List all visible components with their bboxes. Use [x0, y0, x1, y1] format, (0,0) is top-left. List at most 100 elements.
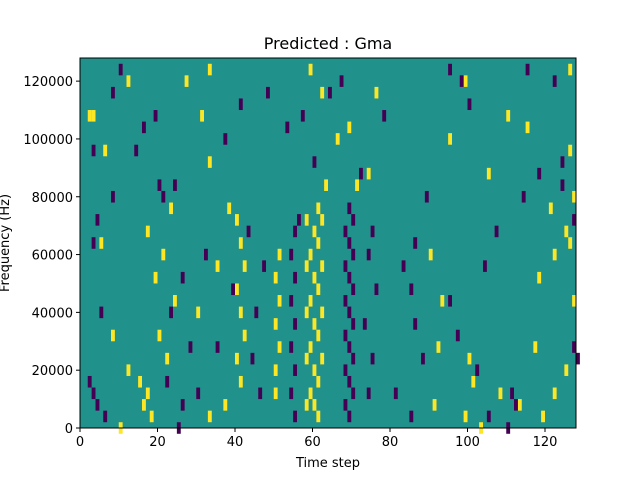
heatmap-cell-low — [339, 75, 344, 87]
heatmap-cell-high — [308, 248, 313, 261]
heatmap-cell-low — [351, 387, 356, 400]
heatmap-cell-low — [343, 399, 348, 411]
heatmap-cell-high — [161, 248, 166, 261]
heatmap-cell-low — [204, 248, 208, 261]
heatmap-cell-high — [304, 399, 309, 411]
heatmap-cell-high — [324, 179, 328, 191]
heatmap-cell-high — [463, 75, 468, 87]
heatmap-cell-low — [343, 329, 348, 342]
heatmap-cell-high — [312, 271, 317, 284]
heatmap-cells — [87, 63, 580, 434]
heatmap-cell-high — [273, 318, 278, 330]
heatmap-cell-high — [552, 387, 557, 400]
heatmap-cell-high — [572, 295, 576, 307]
heatmap-cell-high — [87, 110, 92, 122]
heatmap-cell-high — [235, 352, 239, 365]
heatmap-cell-high — [304, 306, 309, 319]
heatmap-cell-low — [514, 399, 518, 411]
heatmap-cell-low — [409, 283, 414, 296]
heatmap-cell-high — [184, 75, 189, 87]
heatmap-cell-low — [459, 75, 464, 87]
heatmap-cell-high — [428, 248, 433, 261]
y-tick-label: 100000 — [23, 133, 73, 148]
heatmap-cell-low — [293, 318, 297, 330]
heatmap-cell-low — [246, 225, 251, 238]
heatmap-cell-high — [355, 179, 359, 191]
heatmap-cell-high — [308, 387, 313, 400]
heatmap-cell-low — [180, 399, 185, 411]
heatmap-cell-high — [525, 121, 530, 134]
heatmap-cell-low — [347, 202, 352, 215]
heatmap-cell-low — [312, 156, 317, 168]
heatmap-cell-low — [374, 283, 379, 296]
heatmap-cell-high — [207, 410, 212, 423]
heatmap-cell-high — [568, 144, 573, 157]
x-tick-label: 80 — [382, 435, 399, 450]
x-tick-label: 100 — [455, 435, 480, 450]
heatmap-cell-high — [316, 237, 321, 249]
heatmap-cell-high — [552, 248, 557, 261]
heatmap-cell-high — [277, 295, 282, 307]
heatmap-cell-high — [196, 306, 201, 319]
y-tick-label: 120000 — [23, 75, 73, 90]
heatmap-cell-high — [506, 110, 511, 122]
heatmap-cell-high — [308, 63, 313, 76]
heatmap-cell-low — [343, 295, 348, 307]
heatmap-cell-high — [111, 329, 115, 342]
heatmap-cell-high — [537, 271, 542, 284]
heatmap-cell-high — [304, 214, 309, 226]
plot-background — [80, 58, 576, 428]
heatmap-cell-high — [533, 341, 538, 353]
heatmap-cell-low — [448, 63, 452, 76]
heatmap-cell-low — [347, 410, 352, 423]
heatmap-cell-low — [95, 214, 100, 226]
heatmap-cell-low — [343, 364, 348, 376]
heatmap-cell-low — [111, 86, 115, 99]
heatmap-cell-low — [293, 410, 297, 423]
heatmap-cell-high — [471, 375, 476, 388]
plot-frame — [79, 57, 577, 429]
heatmap-cell-high — [320, 352, 325, 365]
heatmap-cell-high — [564, 225, 569, 238]
heatmap-cell-high — [169, 202, 173, 215]
heatmap-cell-low — [153, 110, 158, 122]
heatmap-cell-high — [242, 329, 247, 342]
heatmap-cell-high — [242, 260, 247, 272]
heatmap-cell-high — [215, 260, 220, 272]
heatmap-cell-low — [157, 179, 162, 191]
heatmap-cell-high — [103, 144, 108, 157]
heatmap-cell-high — [304, 352, 309, 365]
heatmap-cell-low — [362, 318, 367, 330]
heatmap-cell-low — [576, 352, 580, 365]
heatmap-cell-low — [351, 214, 356, 226]
heatmap-cell-low — [572, 341, 576, 353]
heatmap-cell-high — [165, 352, 170, 365]
heatmap-cell-high — [436, 341, 441, 353]
heatmap-cell-high — [316, 283, 321, 296]
heatmap-cell-high — [366, 167, 371, 180]
heatmap-cell-low — [231, 283, 235, 296]
heatmap-cell-low — [289, 248, 294, 261]
x-tick-label: 60 — [304, 435, 321, 450]
heatmap-cell-high — [467, 352, 472, 365]
heatmap-cell-low — [169, 306, 173, 319]
heatmap-cell-low — [421, 352, 425, 365]
heatmap-cell-high — [320, 306, 325, 319]
heatmap-cell-low — [343, 260, 348, 272]
heatmap-cell-high — [207, 156, 212, 168]
heatmap-cell-low — [285, 121, 290, 134]
y-axis-ticks: 0 20000 40000 60000 80000 100000 120000 — [23, 75, 80, 437]
heatmap-cell-high — [138, 375, 142, 388]
heatmap-cell-low — [250, 352, 255, 365]
heatmap-cell-high — [304, 260, 309, 272]
heatmap-cell-low — [289, 387, 294, 400]
heatmap-cell-high — [157, 329, 162, 342]
heatmap-cell-high — [312, 225, 317, 238]
heatmap-cell-high — [277, 248, 282, 261]
heatmap-cell-high — [440, 295, 445, 307]
heatmap-cell-high — [568, 63, 573, 76]
heatmap-cell-low — [103, 410, 108, 423]
heatmap-cell-high — [541, 410, 545, 423]
heatmap-cell-low — [289, 341, 294, 353]
